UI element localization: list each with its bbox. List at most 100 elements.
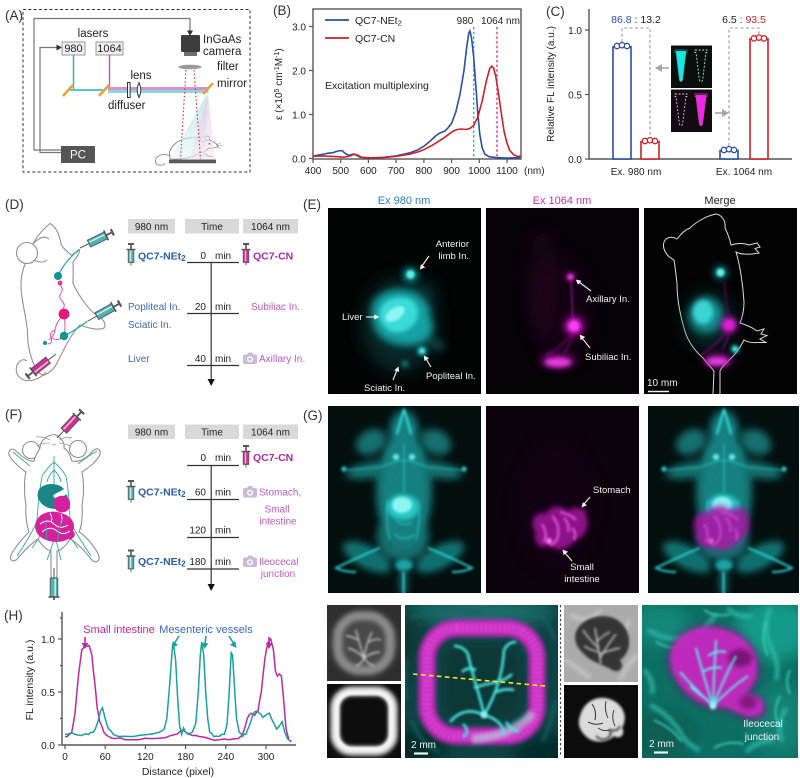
svg-text:Liver: Liver xyxy=(342,312,363,323)
svg-text:2 mm: 2 mm xyxy=(649,739,674,750)
svg-text:2.0: 2.0 xyxy=(292,67,306,78)
svg-text:Mesenteric vessels: Mesenteric vessels xyxy=(159,624,253,636)
svg-text:Subiliac In.: Subiliac In. xyxy=(251,302,300,313)
svg-text:lens: lens xyxy=(130,70,151,82)
svg-text:1.0: 1.0 xyxy=(568,26,582,37)
svg-text:Ileocecal: Ileocecal xyxy=(743,719,782,730)
svg-text:Popliteal In.: Popliteal In. xyxy=(128,302,180,313)
svg-text:(C): (C) xyxy=(546,4,565,19)
svg-text:Subiliac In.: Subiliac In. xyxy=(585,352,631,363)
svg-text:mirror: mirror xyxy=(217,78,247,90)
svg-text:min: min xyxy=(215,354,231,365)
svg-text:1100: 1100 xyxy=(496,166,518,177)
svg-text:filter: filter xyxy=(217,61,239,73)
svg-text:QC7-CN: QC7-CN xyxy=(355,33,395,45)
svg-text:QC7-NEt2: QC7-NEt2 xyxy=(138,556,186,569)
svg-text:900: 900 xyxy=(443,166,460,177)
svg-text:0.0: 0.0 xyxy=(292,155,306,166)
svg-text:Ex. 1064 nm: Ex. 1064 nm xyxy=(716,167,772,178)
svg-text:0.5: 0.5 xyxy=(568,91,582,102)
svg-text:10 mm: 10 mm xyxy=(647,378,678,389)
svg-text:1000: 1000 xyxy=(468,166,491,177)
svg-text:980 nm: 980 nm xyxy=(135,428,168,439)
svg-text:QC7-CN: QC7-CN xyxy=(253,452,293,464)
svg-text:Sciatic In.: Sciatic In. xyxy=(364,383,405,394)
svg-text:junction: junction xyxy=(260,569,295,580)
svg-text:86.8 : 13.2: 86.8 : 13.2 xyxy=(611,14,661,26)
svg-text:0: 0 xyxy=(62,752,68,763)
svg-text:800: 800 xyxy=(416,166,433,177)
svg-text:min: min xyxy=(215,453,231,464)
svg-text:1064 nm: 1064 nm xyxy=(251,222,290,233)
svg-text:(G): (G) xyxy=(303,408,323,423)
svg-text:6.5 : 93.5: 6.5 : 93.5 xyxy=(722,14,766,26)
svg-text:0.5: 0.5 xyxy=(41,688,55,699)
svg-text:PC: PC xyxy=(70,150,86,162)
svg-text:camera: camera xyxy=(203,46,242,58)
svg-text:QC7-CN: QC7-CN xyxy=(253,251,293,263)
svg-text:980 nm: 980 nm xyxy=(135,222,168,233)
svg-text:180: 180 xyxy=(189,557,206,568)
svg-text:60: 60 xyxy=(195,488,207,499)
svg-text:Distance (pixel): Distance (pixel) xyxy=(142,766,214,778)
svg-text:Popliteal In.: Popliteal In. xyxy=(426,371,476,382)
svg-text:400: 400 xyxy=(305,166,322,177)
svg-text:40: 40 xyxy=(195,354,207,365)
svg-text:QC7-NEt2: QC7-NEt2 xyxy=(355,15,402,28)
svg-text:1064 nm: 1064 nm xyxy=(481,16,520,27)
svg-text:0: 0 xyxy=(200,251,206,262)
svg-text:(H): (H) xyxy=(4,608,23,623)
svg-text:ε (×105 cm-1M-1): ε (×105 cm-1M-1) xyxy=(274,48,286,120)
svg-text:min: min xyxy=(215,302,231,313)
svg-text:3.0: 3.0 xyxy=(292,23,306,34)
svg-text:InGaAs: InGaAs xyxy=(203,34,242,46)
svg-text:(D): (D) xyxy=(5,197,24,212)
svg-text:Small: Small xyxy=(264,504,289,515)
svg-text:Time: Time xyxy=(201,222,223,233)
svg-text:240: 240 xyxy=(217,752,234,763)
svg-text:min: min xyxy=(215,557,231,568)
svg-text:min: min xyxy=(215,251,231,262)
svg-text:120: 120 xyxy=(189,526,206,537)
svg-text:Liver: Liver xyxy=(128,354,150,365)
svg-text:QC7-NEt2: QC7-NEt2 xyxy=(138,487,186,500)
svg-text:980: 980 xyxy=(64,43,82,55)
svg-text:700: 700 xyxy=(388,166,405,177)
svg-text:1064: 1064 xyxy=(97,43,121,55)
svg-text:600: 600 xyxy=(360,166,377,177)
svg-text:junction: junction xyxy=(744,732,779,743)
svg-text:min: min xyxy=(215,526,231,537)
svg-text:980: 980 xyxy=(457,16,474,27)
svg-text:Stomach,: Stomach, xyxy=(259,488,301,499)
svg-text:min: min xyxy=(215,488,231,499)
svg-text:limb In.: limb In. xyxy=(438,251,469,262)
svg-text:Ex 1064 nm: Ex 1064 nm xyxy=(533,195,592,207)
svg-text:Time: Time xyxy=(201,428,223,439)
svg-text:(F): (F) xyxy=(5,407,22,422)
svg-text:0.0: 0.0 xyxy=(568,155,582,166)
svg-text:Small: Small xyxy=(570,562,594,573)
svg-text:60: 60 xyxy=(100,752,112,763)
svg-text:Relative FL intensity (a.u.): Relative FL intensity (a.u.) xyxy=(546,26,557,142)
svg-text:0: 0 xyxy=(200,453,206,464)
svg-text:Small intestine: Small intestine xyxy=(83,624,155,636)
svg-text:Axillary In.: Axillary In. xyxy=(586,294,630,305)
svg-text:(E): (E) xyxy=(303,197,321,212)
svg-text:1064 nm: 1064 nm xyxy=(251,428,290,439)
svg-text:FL intensity (a.u.): FL intensity (a.u.) xyxy=(24,640,36,721)
svg-text:intestine: intestine xyxy=(564,574,599,585)
svg-text:20: 20 xyxy=(195,302,207,313)
svg-text:Stomach: Stomach xyxy=(593,485,631,496)
svg-text:intestine: intestine xyxy=(259,516,297,527)
svg-text:Ex 980 nm: Ex 980 nm xyxy=(378,195,431,207)
svg-text:diffuser: diffuser xyxy=(108,100,146,112)
svg-text:Anterior: Anterior xyxy=(436,239,469,250)
svg-text:lasers: lasers xyxy=(78,28,109,40)
svg-text:500: 500 xyxy=(332,166,349,177)
svg-text:Merge: Merge xyxy=(704,195,735,207)
svg-text:1.0: 1.0 xyxy=(292,111,306,122)
svg-text:(B): (B) xyxy=(273,3,291,18)
svg-text:1.0: 1.0 xyxy=(41,635,55,646)
svg-text:Ileocecal: Ileocecal xyxy=(259,557,298,568)
svg-text:180: 180 xyxy=(177,752,194,763)
